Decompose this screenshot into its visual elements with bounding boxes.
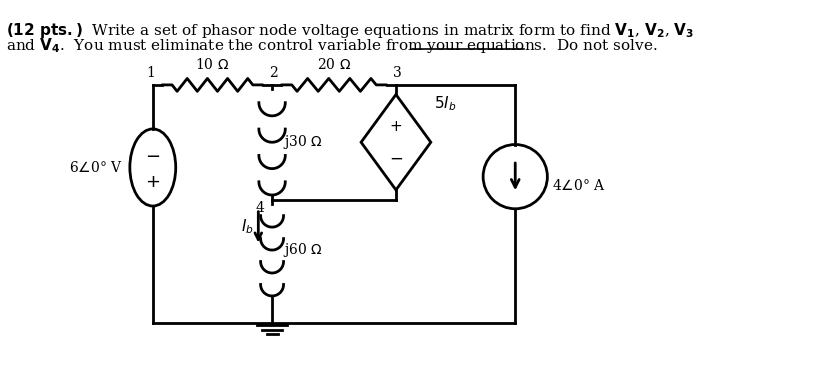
Text: 2: 2 (270, 66, 278, 80)
Text: 10 $\Omega$: 10 $\Omega$ (195, 57, 229, 72)
Text: 4$\angle$0° A: 4$\angle$0° A (552, 178, 606, 193)
Text: $+$: $+$ (389, 119, 402, 134)
Text: $-$: $-$ (389, 149, 403, 167)
Text: and $\mathbf{V_4}$.  You must eliminate the control variable from your equations: and $\mathbf{V_4}$. You must eliminate t… (6, 36, 658, 55)
Text: $\mathbf{(12\ pts.)}$  Write a set of phasor node voltage equations in matrix fo: $\mathbf{(12\ pts.)}$ Write a set of pha… (6, 21, 694, 40)
Text: j30 $\Omega$: j30 $\Omega$ (283, 133, 323, 151)
Text: j60 $\Omega$: j60 $\Omega$ (283, 241, 323, 259)
Text: 1: 1 (146, 66, 155, 80)
Text: 3: 3 (393, 66, 402, 80)
Text: $-$: $-$ (146, 145, 160, 164)
Text: 20 $\Omega$: 20 $\Omega$ (317, 57, 351, 72)
Text: $I_b$: $I_b$ (241, 218, 254, 236)
Text: $5I_b$: $5I_b$ (434, 94, 457, 113)
Text: $+$: $+$ (146, 173, 160, 191)
Text: 4: 4 (256, 201, 265, 215)
Text: 6$\angle$0° V: 6$\angle$0° V (69, 160, 123, 175)
